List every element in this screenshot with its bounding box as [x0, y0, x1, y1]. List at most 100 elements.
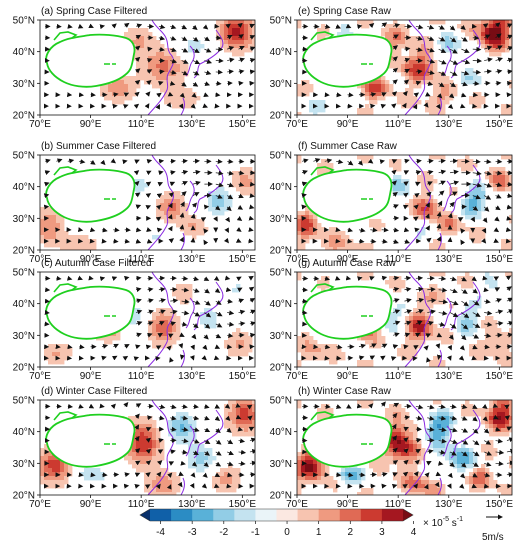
- colorbar-swatch: [234, 509, 256, 521]
- lat-tick-label: 30°N: [270, 331, 292, 342]
- lon-tick-label: 110°E: [128, 371, 155, 382]
- panel-title: (f) Summer Case Raw: [298, 141, 398, 152]
- panel-frame: [39, 271, 256, 368]
- lon-tick-label: 150°E: [486, 119, 514, 130]
- lon-tick-label: 130°E: [435, 254, 463, 265]
- lon-tick-label: 90°E: [337, 499, 359, 510]
- lon-tick-label: 150°E: [486, 254, 514, 265]
- panel-frame: [39, 399, 256, 496]
- lat-tick-label: 20°N: [13, 246, 35, 257]
- lat-tick-label: 50°N: [270, 396, 292, 407]
- colorbar-tick-label: 4: [411, 527, 417, 538]
- lon-tick-label: 150°E: [229, 499, 257, 510]
- lon-tick-label: 130°E: [178, 119, 206, 130]
- wind-vectors: [43, 22, 255, 110]
- panel-frame: [296, 19, 513, 116]
- wind-vectors: [43, 275, 255, 363]
- lat-tick-label: 20°N: [270, 363, 292, 374]
- lon-tick-label: 70°E: [286, 119, 308, 130]
- colorbar: -4 -3 -2 -1 0 1 2 3 4 × 10-5 s-1: [139, 508, 463, 538]
- colorbar-swatch: [213, 509, 235, 521]
- map-panel-h: 70°E 90°E 110°E 130°E 150°E 50°N 40°N 30°N 20°N (…: [270, 386, 514, 510]
- lat-tick-label: 30°N: [270, 459, 292, 470]
- map-panel-c: 70°E 90°E 110°E 130°E 150°E 50°N 40°N 30°N 20°N (…: [13, 258, 257, 382]
- lon-tick-label: 130°E: [435, 499, 463, 510]
- lat-tick-label: 20°N: [13, 491, 35, 502]
- lon-tick-label: 90°E: [80, 371, 102, 382]
- panel-title: (e) Spring Case Raw: [298, 6, 392, 17]
- colorbar-tick-label: 0: [284, 527, 290, 538]
- map-panel-e: 70°E 90°E 110°E 130°E 150°E 50°N 40°N 30°N 20°N (…: [270, 6, 514, 130]
- lon-tick-label: 150°E: [486, 499, 514, 510]
- wind-vectors: [301, 22, 512, 110]
- panel-title: (h) Winter Case Raw: [298, 386, 392, 397]
- lon-tick-label: 130°E: [435, 371, 463, 382]
- panel-title: (g) Autumn Case Raw: [298, 258, 397, 269]
- lat-tick-label: 40°N: [270, 427, 292, 438]
- lon-tick-label: 90°E: [337, 371, 359, 382]
- lon-tick-label: 130°E: [178, 499, 206, 510]
- lat-tick-label: 30°N: [13, 214, 35, 225]
- map-panel-g: 70°E 90°E 110°E 130°E 150°E 50°N 40°N 30°N 20°N (…: [270, 258, 514, 382]
- lat-tick-label: 50°N: [270, 151, 292, 162]
- lon-tick-label: 70°E: [286, 499, 308, 510]
- colorbar-swatch: [360, 509, 383, 521]
- lat-tick-label: 50°N: [13, 16, 35, 27]
- panel-title: (a) Spring Case Filtered: [41, 6, 147, 17]
- wind-reference: 5m/s: [482, 514, 504, 543]
- colorbar-swatch: [381, 509, 404, 521]
- reference-vector-label: 5m/s: [482, 532, 504, 543]
- lon-tick-label: 110°E: [128, 119, 155, 130]
- lon-tick-label: 70°E: [286, 254, 308, 265]
- lat-tick-label: 30°N: [270, 214, 292, 225]
- lon-tick-label: 70°E: [286, 371, 308, 382]
- colorbar-swatch: [276, 509, 298, 521]
- lon-tick-label: 70°E: [29, 254, 51, 265]
- colorbar-tick-label: -1: [251, 527, 260, 538]
- lon-tick-label: 90°E: [80, 119, 102, 130]
- lat-tick-label: 40°N: [13, 47, 35, 58]
- lat-tick-label: 50°N: [13, 268, 35, 279]
- lon-tick-label: 130°E: [178, 254, 206, 265]
- colorbar-tick-label: 1: [316, 527, 322, 538]
- lat-tick-label: 40°N: [13, 182, 35, 193]
- lon-tick-label: 70°E: [29, 499, 51, 510]
- colorbar-swatch: [171, 509, 193, 521]
- lon-tick-label: 150°E: [229, 119, 257, 130]
- colorbar-tick-label: 2: [348, 527, 354, 538]
- lon-tick-label: 70°E: [29, 371, 51, 382]
- map-panel-b: 70°E 90°E 110°E 130°E 150°E 50°N 40°N 30°N 20°N (…: [13, 141, 257, 265]
- lat-tick-label: 50°N: [13, 151, 35, 162]
- lat-tick-label: 40°N: [270, 299, 292, 310]
- lon-tick-label: 70°E: [29, 119, 51, 130]
- lon-tick-label: 90°E: [337, 254, 359, 265]
- lat-tick-label: 30°N: [13, 79, 35, 90]
- lat-tick-label: 50°N: [270, 268, 292, 279]
- colorbar-swatch: [297, 509, 320, 521]
- lat-tick-label: 20°N: [270, 246, 292, 257]
- lon-tick-label: 150°E: [486, 371, 514, 382]
- wind-vectors: [301, 401, 512, 490]
- lon-tick-label: 150°E: [229, 371, 257, 382]
- colorbar-end-left: [140, 509, 150, 521]
- lat-tick-label: 40°N: [270, 182, 292, 193]
- colorbar-tick-label: 3: [379, 527, 385, 538]
- panel-title: (b) Summer Case Filtered: [41, 141, 156, 152]
- lon-tick-label: 110°E: [385, 119, 412, 130]
- lat-tick-label: 30°N: [13, 459, 35, 470]
- colorbar-tick-label: -4: [156, 527, 165, 538]
- map-panel-f: 70°E 90°E 110°E 130°E 150°E 50°N 40°N 30°N 20°N (…: [270, 141, 514, 265]
- lon-tick-label: 90°E: [80, 499, 102, 510]
- wind-vectors: [301, 158, 512, 246]
- wind-vectors: [301, 275, 512, 363]
- colorbar-swatch: [192, 509, 214, 521]
- lat-tick-label: 40°N: [13, 299, 35, 310]
- lon-tick-label: 130°E: [178, 371, 206, 382]
- lon-tick-label: 130°E: [435, 119, 463, 130]
- lat-tick-label: 50°N: [270, 16, 292, 27]
- colorbar-swatch: [318, 509, 341, 521]
- panel-frame: [296, 154, 513, 251]
- lat-tick-label: 20°N: [270, 111, 292, 122]
- map-panel-a: 70°E 90°E 110°E 130°E 150°E 50°N 40°N 30°N 20°N (…: [13, 6, 257, 130]
- colorbar-tick-label: -2: [219, 527, 228, 538]
